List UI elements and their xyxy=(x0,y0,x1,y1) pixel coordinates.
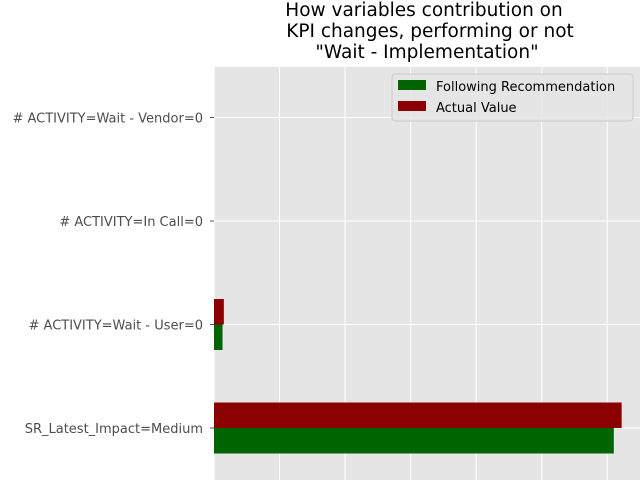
bar-actual-value xyxy=(214,402,622,428)
legend-swatch-actual-value xyxy=(398,101,426,111)
y-tick-label: # ACTIVITY=Wait - User=0 xyxy=(29,319,204,334)
y-tick-label: # ACTIVITY=Wait - Vendor=0 xyxy=(12,112,203,127)
bar-actual-value xyxy=(214,299,224,325)
chart-title-line-1: How variables contribution on xyxy=(285,0,562,21)
chart-title-line-3: "Wait - Implementation" xyxy=(315,42,538,63)
bar-following-recommendation xyxy=(214,324,223,350)
y-axis: SR_Latest_Impact=Medium # ACTIVITY=Wait -… xyxy=(12,112,214,437)
chart-title: How variables contribution on KPI change… xyxy=(285,0,574,63)
legend-box xyxy=(391,73,634,122)
y-tick-label: # ACTIVITY=In Call=0 xyxy=(59,215,203,230)
legend: Following Recommendation Actual Value xyxy=(391,73,634,122)
legend-swatch-following-recommendation xyxy=(398,80,426,90)
legend-label-actual-value: Actual Value xyxy=(436,101,517,116)
bars xyxy=(214,299,622,454)
y-tick-label: SR_Latest_Impact=Medium xyxy=(25,422,203,437)
chart-title-line-2: KPI changes, performing or not xyxy=(286,21,574,42)
bar-following-recommendation xyxy=(214,428,614,454)
legend-label-following-recommendation: Following Recommendation xyxy=(436,80,615,95)
